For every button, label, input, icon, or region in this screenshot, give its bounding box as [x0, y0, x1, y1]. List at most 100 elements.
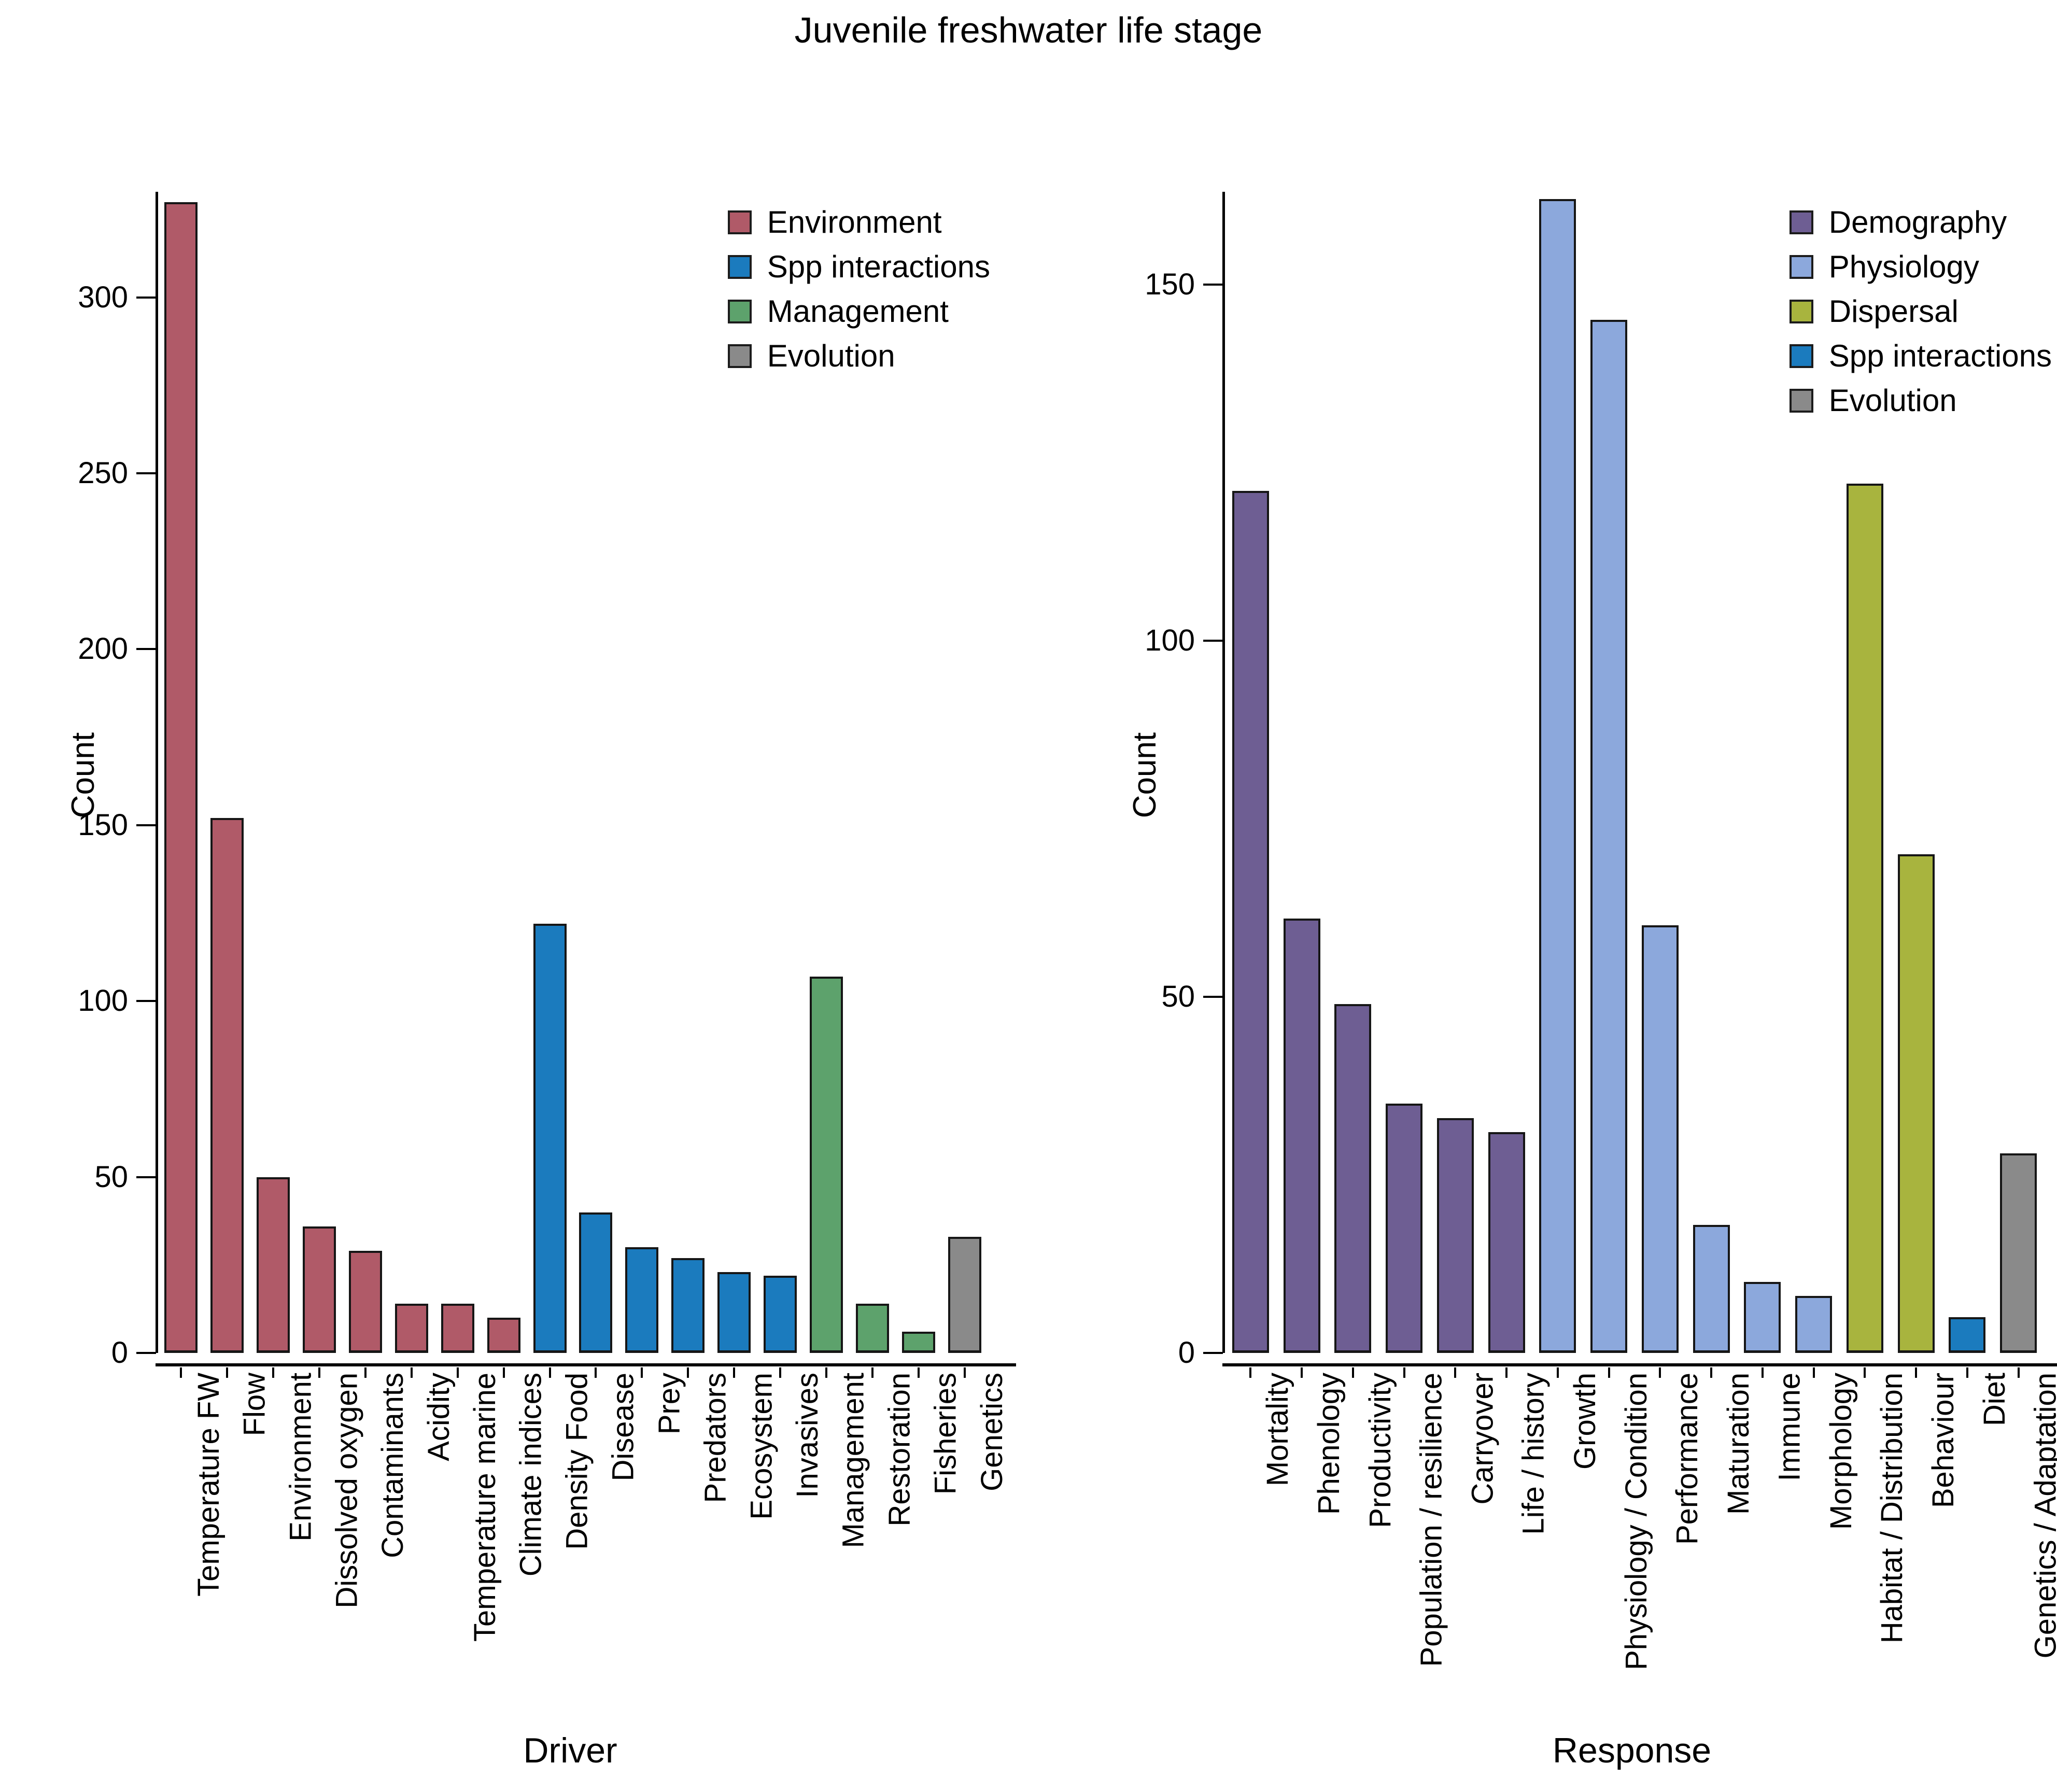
y-tick-mark [136, 1352, 156, 1354]
x-tick-label-slot: Flow [202, 1373, 271, 1725]
x-tick-label-slot: Performance [1632, 1373, 1704, 1725]
x-tick-mark [641, 1367, 643, 1378]
bar-slot [1378, 192, 1430, 1378]
bar-slot [297, 192, 343, 1378]
x-tick-label-slot: Productivity [1325, 1373, 1397, 1725]
plot-area: 0 50 100 150 [1145, 192, 2057, 1378]
x-tick-mark [1351, 1367, 1354, 1378]
legend-label: Spp interactions [767, 249, 990, 284]
bar-slot [1225, 192, 1276, 1378]
bar-slot [711, 192, 757, 1378]
y-axis-title: Count [1127, 732, 1163, 819]
bar-slot [481, 192, 527, 1378]
bar-slot [527, 192, 573, 1378]
y-tick-label: 100 [1145, 623, 1195, 657]
legend-row: Management [727, 295, 990, 328]
bar-physiology-condition [1590, 320, 1628, 1353]
legend-label: Spp interactions [1828, 338, 2052, 373]
y-tick-label: 100 [78, 984, 128, 1018]
x-tick-label-slot: Invasives [755, 1373, 824, 1725]
x-tick-label-slot: Acidity [386, 1373, 456, 1725]
bar-slot [1635, 192, 1686, 1378]
bar-slot [1276, 192, 1328, 1378]
y-tick-label: 50 [94, 1160, 128, 1194]
bars-container [1225, 192, 2044, 1378]
bar-ecosystem [717, 1272, 751, 1353]
x-tick-label-slot: Disease [570, 1373, 640, 1725]
x-tick-mark [456, 1367, 459, 1378]
x-tick-label-slot: Ecosystem [709, 1373, 778, 1725]
bar-temperature-fw [164, 202, 198, 1353]
x-tick-label-slot: Temperature marine [432, 1373, 502, 1725]
x-tick-mark [1966, 1367, 1968, 1378]
x-tick-mark [779, 1367, 782, 1378]
legend-swatch [727, 255, 752, 279]
bar-slot [434, 192, 481, 1378]
y-tick-mark [1203, 639, 1223, 642]
bar-temperature-marine [441, 1303, 474, 1353]
legend-swatch [1789, 389, 1813, 413]
x-tick-label-slot: Genetics [939, 1373, 1009, 1725]
x-tick-label-slot: Diet [1939, 1373, 2011, 1725]
y-tick-label: 150 [78, 808, 128, 842]
legend-label: Demography [1828, 205, 2007, 239]
bar-mortality [1232, 491, 1269, 1353]
bar-management [809, 976, 843, 1353]
x-tick-mark [963, 1367, 966, 1378]
bar-genetics-adaptation [2000, 1153, 2037, 1353]
legend: Environment Spp interactions Management Evo… [727, 206, 990, 372]
x-tick-label-slot: Contaminants [340, 1373, 410, 1725]
bar-slot [1430, 192, 1481, 1378]
bar-performance [1641, 925, 1679, 1353]
x-tick-label-slot: Life / history [1478, 1373, 1551, 1725]
driver-chart-panel: Count 0 50 100 150 200 250 300 Temperature FW F… [31, 145, 1016, 1778]
legend-row: Spp interactions [727, 249, 990, 284]
bar-prey [625, 1247, 659, 1353]
x-axis-title: Driver [523, 1731, 617, 1770]
bar-slot [388, 192, 434, 1378]
bar-growth [1539, 199, 1576, 1353]
legend: Demography Physiology Dispersal Spp interac… [1789, 205, 2052, 417]
bar-morphology [1795, 1296, 1833, 1353]
x-tick-mark [410, 1367, 413, 1378]
x-tick-mark [1403, 1367, 1405, 1378]
x-tick-label-slot: Density Food [524, 1373, 594, 1725]
legend-row: Demography [1789, 205, 2052, 239]
bar-slot [1686, 192, 1737, 1378]
bars-container [158, 192, 988, 1378]
x-tick-label-slot: Growth [1530, 1373, 1602, 1725]
x-tick-label-slot: Predators [663, 1373, 732, 1725]
y-tick-mark [1203, 1352, 1223, 1354]
legend-row: Spp interactions [1789, 338, 2052, 373]
x-axis-line [156, 1363, 1016, 1366]
bar-predators [671, 1258, 705, 1353]
x-tick-label-slot: Behaviour [1888, 1373, 1960, 1725]
bar-genetics [948, 1237, 981, 1353]
bar-slot [158, 192, 204, 1378]
legend-row: Dispersal [1789, 294, 2052, 329]
x-tick-mark [871, 1367, 873, 1378]
x-tick-mark [548, 1367, 551, 1378]
x-tick-mark [1864, 1367, 1866, 1378]
x-tick-mark [502, 1367, 505, 1378]
x-tick-mark [1915, 1367, 1918, 1378]
x-tick-mark [917, 1367, 920, 1378]
x-axis-line [1222, 1363, 2057, 1366]
response-chart-panel: Count 0 50 100 150 Mortality Phenology Produc… [1093, 145, 2057, 1778]
x-tick-mark [1710, 1367, 1713, 1378]
bar-slot [941, 192, 988, 1378]
x-tick-mark [1608, 1367, 1610, 1378]
bar-slot [1583, 192, 1635, 1378]
bar-slot [665, 192, 711, 1378]
y-tick-label: 250 [78, 456, 128, 490]
legend-row: Environment [727, 206, 990, 238]
y-tick-mark [136, 1176, 156, 1178]
x-tick-label-slot: Dissolved oxygen [294, 1373, 363, 1725]
y-tick-mark [1203, 283, 1223, 286]
legend-label: Dispersal [1828, 294, 1959, 329]
y-tick-label: 0 [111, 1336, 128, 1370]
legend-row: Evolution [727, 340, 990, 372]
x-tick-mark [1812, 1367, 1815, 1378]
bar-slot [343, 192, 389, 1378]
x-tick-mark [2017, 1367, 2020, 1378]
